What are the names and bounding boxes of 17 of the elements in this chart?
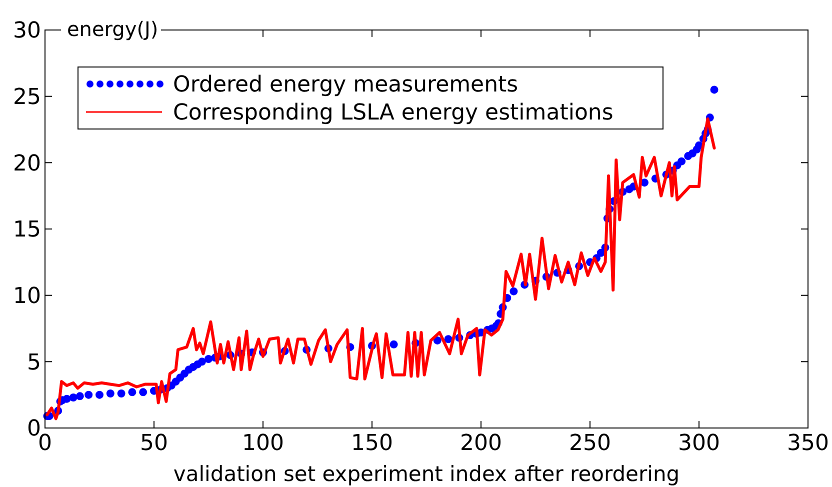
x-tick-label: 350 (787, 431, 829, 456)
y-tick-label: 25 (13, 85, 41, 110)
y-tick-label: 15 (13, 218, 41, 243)
y-tick-label: 10 (13, 284, 41, 310)
legend-label: Ordered energy measurements (173, 72, 518, 98)
x-tick-label: 50 (140, 431, 168, 456)
x-tick-label: 100 (242, 431, 284, 456)
y-tick-label: 30 (13, 18, 41, 44)
y-tick-label: 5 (27, 350, 41, 376)
x-tick-label: 250 (569, 431, 611, 456)
y-tick-label: 20 (13, 151, 41, 176)
x-axis-title: validation set experiment index after reordering (173, 462, 680, 486)
x-tick-label: 150 (351, 431, 393, 456)
y-axis-title: energy(J) (67, 17, 158, 41)
x-tick-label: 200 (460, 431, 502, 456)
x-tick-label: 300 (678, 431, 720, 456)
legend-label: Corresponding LSLA energy estimations (173, 100, 614, 126)
